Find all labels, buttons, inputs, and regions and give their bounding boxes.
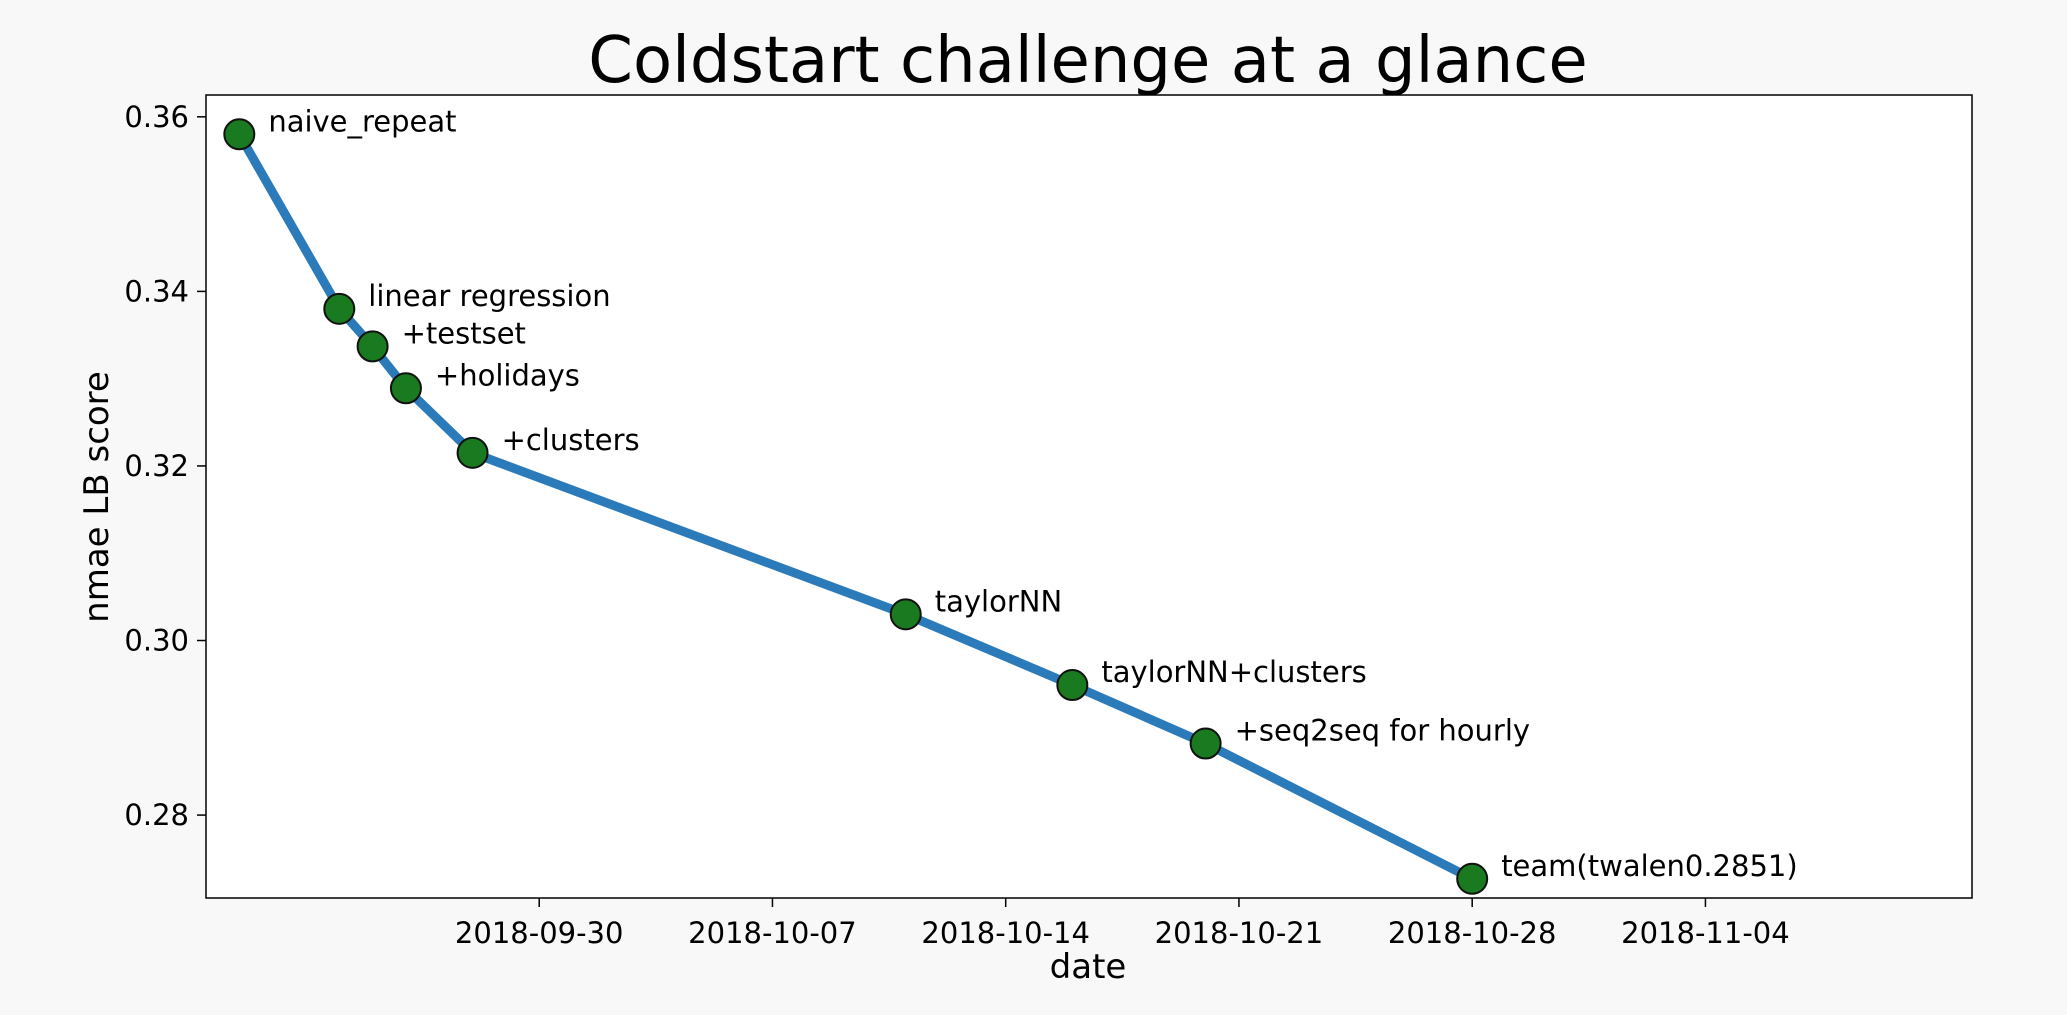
x-tick-label: 2018-10-14 [921, 916, 1090, 950]
point-annotation: linear regression [368, 279, 610, 313]
y-axis-label: nmae LB score [77, 371, 117, 623]
point-annotation: naive_repeat [268, 104, 456, 138]
point-annotation: +testset [402, 316, 526, 350]
axis-ticks: 2018-09-30 2018-10-07 2018-10-14 2018-10-21… [124, 100, 1789, 950]
x-tick-label: 2018-10-21 [1155, 916, 1324, 950]
point-annotation: +holidays [435, 358, 580, 392]
point-annotation: taylorNN [935, 584, 1062, 618]
data-point [223, 118, 256, 151]
x-tick-label: 2018-09-30 [455, 916, 624, 950]
data-point [389, 372, 422, 405]
y-tick-label: 0.34 [124, 274, 189, 308]
data-point [1189, 727, 1222, 760]
data-point [456, 436, 489, 469]
point-annotation: team(twalen0.2851) [1501, 849, 1797, 883]
chart-title: Coldstart challenge at a glance [588, 24, 1587, 98]
data-point [1056, 669, 1089, 702]
point-annotation: taylorNN+clusters [1101, 655, 1366, 689]
x-tick-label: 2018-11-04 [1621, 916, 1790, 950]
y-tick-label: 0.28 [124, 798, 189, 832]
point-annotation: +clusters [502, 423, 640, 457]
data-point [1456, 862, 1489, 895]
y-tick-label: 0.30 [124, 624, 189, 658]
y-tick-label: 0.32 [124, 449, 189, 483]
x-tick-label: 2018-10-28 [1388, 916, 1557, 950]
y-tick-label: 0.36 [124, 100, 189, 134]
data-point [356, 330, 389, 363]
data-point [323, 292, 356, 325]
x-axis-label: date [1050, 947, 1127, 987]
plot-area [206, 95, 1972, 898]
series-layer [223, 118, 1489, 895]
data-point [889, 598, 922, 631]
point-annotation: +seq2seq for hourly [1235, 714, 1530, 748]
plot-frame [205, 94, 1973, 899]
x-tick-label: 2018-10-07 [688, 916, 857, 950]
